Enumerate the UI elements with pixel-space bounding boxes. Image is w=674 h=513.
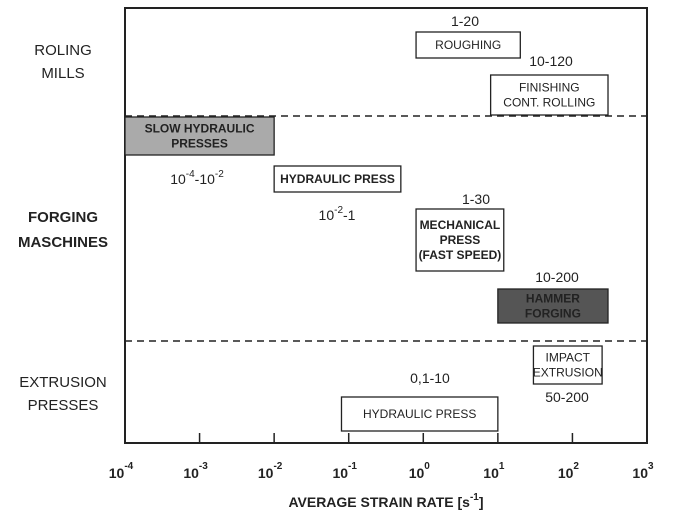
process-label: SLOW HYDRAULIC bbox=[145, 122, 255, 136]
process-label: FORGING bbox=[525, 307, 581, 321]
process-label: PRESS bbox=[440, 233, 481, 247]
process-label: HYDRAULIC PRESS bbox=[280, 172, 395, 186]
process-label: PRESSES bbox=[171, 137, 228, 151]
range-label: 10-2-1 bbox=[319, 205, 356, 223]
process-label: FINISHING bbox=[519, 81, 580, 95]
process-box bbox=[497, 288, 609, 324]
category-label-line: ROLING bbox=[34, 42, 92, 59]
process-label: EXTRUSION bbox=[533, 366, 603, 380]
x-tick-label: 10-4 bbox=[109, 461, 134, 481]
x-tick-label: 101 bbox=[483, 461, 505, 481]
category-label-line: MILLS bbox=[41, 65, 84, 82]
process-label: MECHANICAL bbox=[420, 218, 501, 232]
process-box bbox=[340, 396, 499, 432]
category-label-line: MASCHINES bbox=[18, 234, 108, 251]
process-label: ROUGHING bbox=[435, 38, 501, 52]
x-tick-label: 10-1 bbox=[332, 461, 357, 481]
range-label: 10-120 bbox=[529, 53, 573, 69]
process-box bbox=[273, 165, 402, 193]
category-label-line: FORGING bbox=[28, 209, 98, 226]
process-label: IMPACT bbox=[546, 351, 591, 365]
range-label: 10-200 bbox=[535, 269, 579, 285]
process-label: CONT. ROLLING bbox=[503, 96, 595, 110]
process-label: HYDRAULIC PRESS bbox=[363, 407, 476, 421]
process-box bbox=[124, 116, 275, 156]
process-box bbox=[415, 31, 521, 59]
process-box bbox=[415, 208, 505, 272]
process-label: HAMMER bbox=[526, 292, 580, 306]
x-tick-label: 100 bbox=[409, 461, 431, 481]
range-label: 10-4-10-2 bbox=[170, 169, 224, 187]
x-tick-label: 103 bbox=[632, 461, 654, 481]
x-tick-label: 10-3 bbox=[183, 461, 208, 481]
process-box bbox=[489, 74, 609, 116]
category-label-line: EXTRUSION bbox=[19, 374, 107, 391]
process-box bbox=[532, 345, 603, 385]
range-label: 1-20 bbox=[451, 13, 479, 29]
range-label: 0,1-10 bbox=[410, 370, 450, 386]
plot-frame bbox=[124, 7, 648, 444]
category-label-line: PRESSES bbox=[28, 397, 99, 414]
range-label: 50-200 bbox=[545, 389, 589, 405]
x-tick-label: 10-2 bbox=[258, 461, 283, 481]
x-tick-label: 102 bbox=[558, 461, 580, 481]
x-axis-title: AVERAGE STRAIN RATE [s-1] bbox=[288, 492, 483, 510]
process-label: (FAST SPEED) bbox=[419, 248, 502, 262]
range-label: 1-30 bbox=[462, 191, 490, 207]
